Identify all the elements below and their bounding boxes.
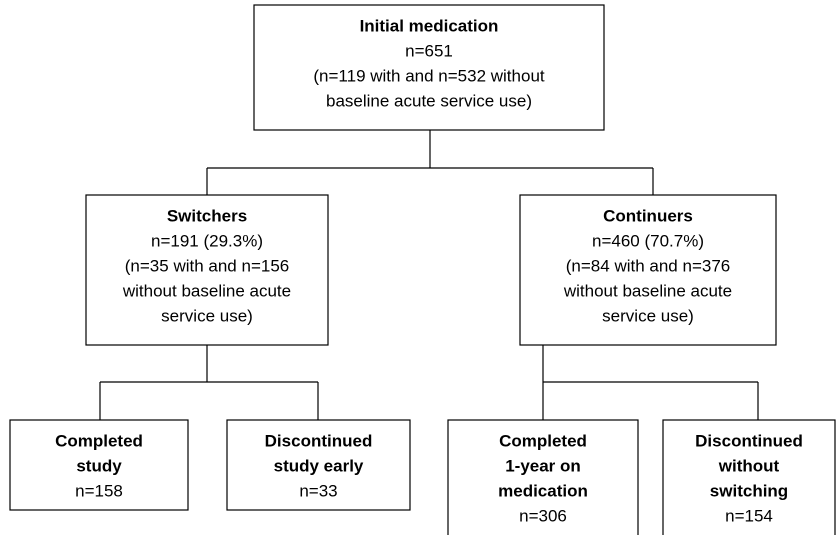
node-title: 1-year on [505, 456, 581, 475]
node-title: Completed [55, 431, 143, 450]
node-text: service use) [602, 306, 694, 325]
node-title: Switchers [167, 206, 247, 225]
node-title: Discontinued [695, 431, 803, 450]
node-title: without [718, 456, 780, 475]
node-title: switching [710, 481, 788, 500]
node-title: study [76, 456, 122, 475]
node-text: n=306 [519, 506, 567, 525]
node-text: (n=119 with and n=532 without [313, 66, 545, 85]
node-box [9, 419, 189, 511]
node-title: Initial medication [360, 16, 499, 35]
node-text: without baseline acute [122, 281, 291, 300]
node-title: Continuers [603, 206, 693, 225]
node-text: n=154 [725, 506, 773, 525]
node-title: medication [498, 481, 588, 500]
node-box [519, 194, 777, 346]
node-box [85, 194, 329, 346]
node-text: n=33 [299, 481, 337, 500]
node-text: (n=84 with and n=376 [566, 256, 730, 275]
node-text: n=191 (29.3%) [151, 231, 263, 250]
node-text: n=460 (70.7%) [592, 231, 704, 250]
node-box [253, 4, 605, 131]
node-box [662, 419, 836, 535]
node-text: n=651 [405, 41, 453, 60]
node-title: Completed [499, 431, 587, 450]
node-title: study early [274, 456, 364, 475]
node-text: without baseline acute [563, 281, 732, 300]
node-title: Discontinued [265, 431, 373, 450]
node-text: service use) [161, 306, 253, 325]
node-box [447, 419, 639, 535]
node-box [226, 419, 411, 511]
node-text: baseline acute service use) [326, 91, 532, 110]
node-text: n=158 [75, 481, 123, 500]
node-text: (n=35 with and n=156 [125, 256, 289, 275]
